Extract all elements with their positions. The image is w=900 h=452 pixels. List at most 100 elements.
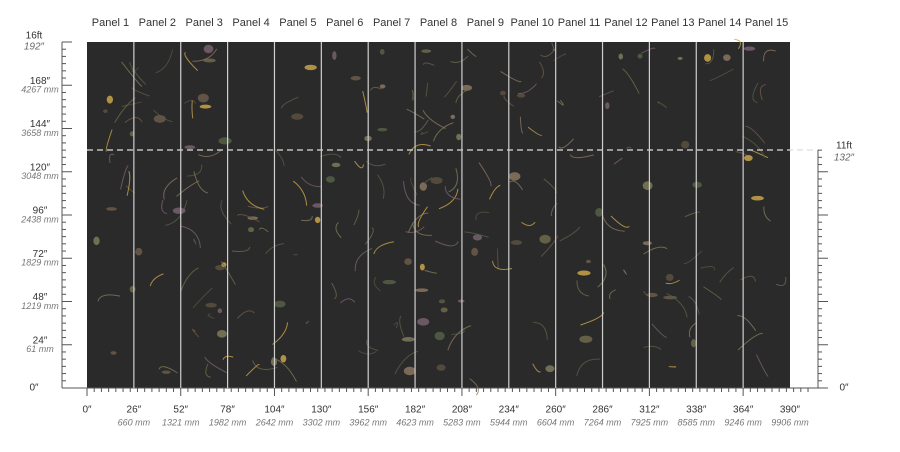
leaf [216,330,227,338]
stem [759,83,766,101]
panel-label: Panel 4 [232,17,269,29]
panel-label: Panel 15 [745,17,788,29]
stem [204,356,227,374]
leaf [203,44,214,54]
right-inches: 132″ [834,153,855,164]
leaf [184,145,196,150]
stem [357,350,377,355]
stem [158,366,178,374]
stem [420,131,429,135]
stem [153,109,173,123]
stem [455,87,473,103]
stem [469,378,479,396]
stem [354,248,373,272]
stem [438,188,459,210]
stem [149,273,164,287]
leaf [586,259,591,264]
leaf [379,48,385,55]
stem [489,184,501,200]
stem [403,181,420,206]
stem [407,212,429,234]
bottom-mm-label: 4623 mm [396,417,434,427]
leaf [403,366,416,376]
leaf [743,46,756,51]
leaf [404,258,412,266]
bottom-mm-label: 660 mm [118,417,151,427]
left-mm-label: 2438 mm [20,214,59,224]
leaf [665,273,674,281]
left-mm-label: 1219 mm [21,301,59,311]
bottom-mm-label: 3962 mm [349,417,387,427]
leaf [430,176,443,185]
leaf [637,53,643,59]
stem [109,153,115,164]
bottom-inch-label: 26″ [127,405,142,416]
leaf [421,49,432,53]
bottom-mm-label: 5944 mm [490,417,528,427]
stem [497,247,499,269]
stem [258,227,269,233]
stem [688,296,700,315]
stem [412,222,432,236]
bottom-inch-label: 260″ [546,405,567,416]
stem [580,312,605,326]
stem [364,227,374,245]
stem [394,350,419,375]
stem [265,243,285,255]
stem [180,225,201,248]
leaf [218,137,232,145]
panel-label: Panel 7 [373,17,410,29]
left-mm-label: 61 mm [26,344,54,354]
leaf [217,308,223,314]
stem [509,180,524,191]
stem [643,291,647,296]
stem [131,87,150,97]
stem [105,129,113,152]
left-mm-label: 1829 mm [21,258,59,268]
leaf [377,127,388,132]
left-top-feet: 16ft [26,31,43,42]
stem [292,180,308,206]
stem [576,358,601,376]
leaf [350,75,361,81]
stem [191,100,194,119]
stem [424,269,438,274]
stem [688,322,697,338]
bottom-inch-label: 182″ [405,405,426,416]
panel-label: Panel 5 [279,17,316,29]
stem [373,276,381,292]
stem [540,235,559,257]
right-feet: 11ft [836,141,852,152]
stem [410,177,418,196]
stem [184,99,197,105]
stem [377,174,385,199]
stem [155,49,174,74]
stem [186,164,203,177]
stem [741,135,766,158]
leaf [419,263,425,271]
leaf [274,300,286,308]
leaf [472,234,483,241]
stem [191,328,200,338]
stem [521,221,536,226]
left-mm-label: 3658 mm [21,128,59,138]
stem [369,86,382,91]
stem [339,298,356,304]
stem [176,180,200,197]
panel-label: Panel 14 [698,17,741,29]
leaf [436,364,446,371]
stem [373,241,394,255]
stem [527,126,543,136]
leaf [642,241,652,246]
leaf [704,54,712,62]
stem [408,144,431,155]
stem [393,322,399,329]
stem [417,206,428,228]
stem [752,82,759,104]
leaf [516,93,526,98]
leaf [417,318,430,326]
bottom-mm-label: 6604 mm [537,417,575,427]
bottom-mm-label: 7925 mm [631,417,669,427]
stem [280,96,299,109]
stem [533,321,548,340]
